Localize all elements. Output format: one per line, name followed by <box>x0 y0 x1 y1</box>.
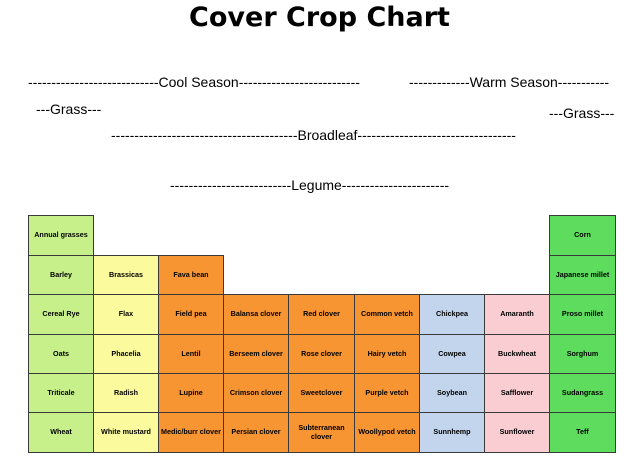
crop-cell: Soybean <box>419 373 485 413</box>
page-title: Cover Crop Chart <box>189 2 450 33</box>
crop-cell: Common vetch <box>354 294 420 335</box>
crop-cell: Sunnhemp <box>419 412 485 453</box>
crop-cell: Persian clover <box>223 412 289 453</box>
cool-grass-header: ---Grass--- <box>36 101 102 117</box>
crop-cell: Hairy vetch <box>354 334 420 374</box>
crop-cell: Medic/burr clover <box>158 412 224 453</box>
crop-cell: Barley <box>28 255 94 295</box>
crop-cell: Red clover <box>288 294 355 335</box>
crop-cell: Safflower <box>484 373 550 413</box>
crop-cell: Subterranean clover <box>288 412 355 453</box>
crop-cell: Triticale <box>28 373 94 413</box>
warm-grass-header: ---Grass--- <box>549 105 615 121</box>
crop-cell: Sweetclover <box>288 373 355 413</box>
crop-cell: Teff <box>549 412 616 453</box>
crop-cell: Corn <box>549 215 616 256</box>
crop-cell: Chickpea <box>419 294 485 335</box>
warm-season-header: -------------Warm Season----------- <box>409 74 610 90</box>
crop-cell: Radish <box>93 373 159 413</box>
crop-cell: Amaranth <box>484 294 550 335</box>
crop-cell: Lupine <box>158 373 224 413</box>
crop-cell: Purple vetch <box>354 373 420 413</box>
crop-cell: Flax <box>93 294 159 335</box>
crop-cell: Berseem clover <box>223 334 289 374</box>
crop-cell: Sudangrass <box>549 373 616 413</box>
crop-cell: Field pea <box>158 294 224 335</box>
crop-cell: Lentil <box>158 334 224 374</box>
crop-cell: Fava bean <box>158 255 224 295</box>
crop-cell: Cereal Rye <box>28 294 94 335</box>
legume-header: --------------------------Legume--------… <box>170 177 450 193</box>
crop-cell: White mustard <box>93 412 159 453</box>
crop-cell: Phacelia <box>93 334 159 374</box>
crop-cell: Sunflower <box>484 412 550 453</box>
crop-cell: Wheat <box>28 412 94 453</box>
crop-cell: Cowpea <box>419 334 485 374</box>
cool-season-header: ----------------------------Cool Season-… <box>28 74 360 90</box>
crop-cell: Rose clover <box>288 334 355 374</box>
crop-cell: Sorghum <box>549 334 616 374</box>
crop-cell: Japanese millet <box>549 255 616 295</box>
crop-cell: Proso millet <box>549 294 616 335</box>
crop-cell: Balansa clover <box>223 294 289 335</box>
crop-cell: Woollypod vetch <box>354 412 420 453</box>
crop-cell: Annual grasses <box>28 215 94 256</box>
crop-cell: Buckwheat <box>484 334 550 374</box>
crop-cell: Brassicas <box>93 255 159 295</box>
crop-cell: Crimson clover <box>223 373 289 413</box>
crop-cell: Oats <box>28 334 94 374</box>
broadleaf-header: ----------------------------------------… <box>111 127 516 143</box>
